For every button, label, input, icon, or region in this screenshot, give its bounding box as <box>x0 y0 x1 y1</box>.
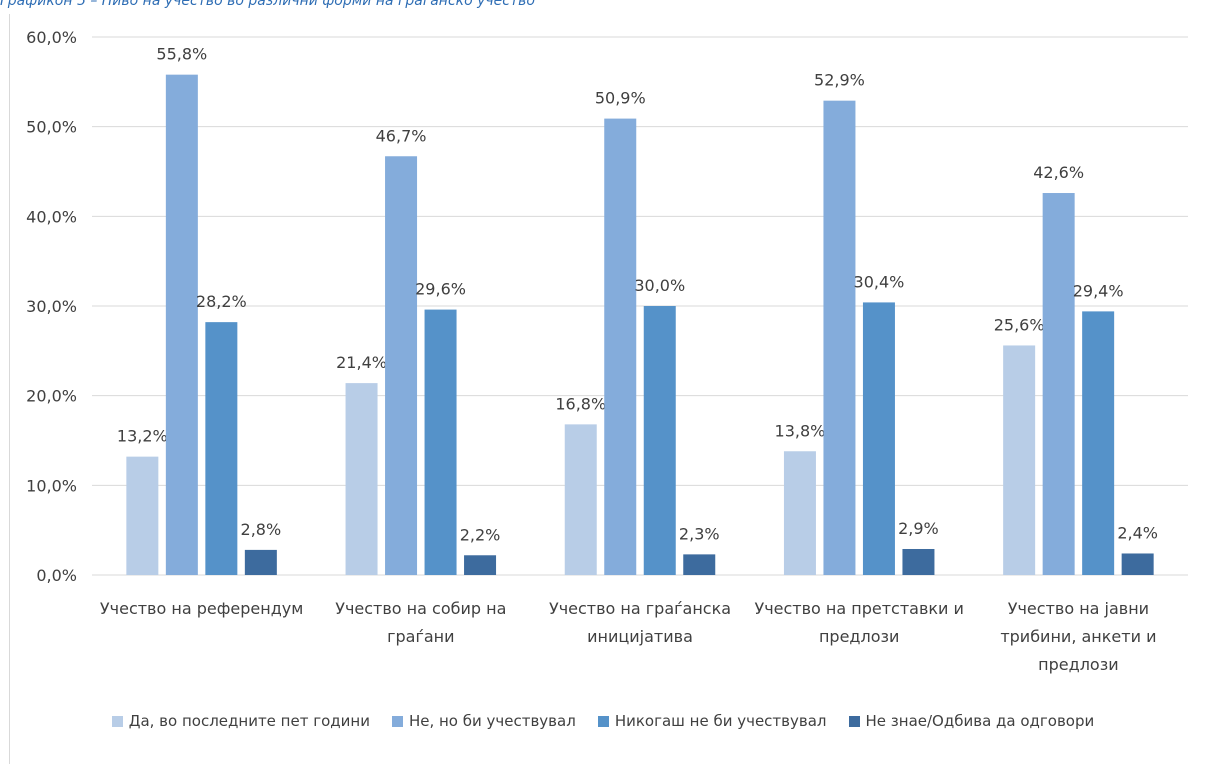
bar <box>1003 345 1036 575</box>
bar <box>1121 553 1154 575</box>
data-label: 2,8% <box>241 520 282 539</box>
x-category-label: Учество на претставки и <box>754 599 964 618</box>
data-label: 2,4% <box>1117 523 1158 542</box>
bar <box>345 383 378 575</box>
y-tick-label: 50,0% <box>26 118 77 137</box>
data-label: 50,9% <box>595 89 646 108</box>
legend-label: Не знае/Одбива да одговори <box>865 712 1095 730</box>
bar <box>126 456 159 575</box>
bar <box>205 322 238 575</box>
bar <box>385 156 418 576</box>
legend-item-yes-last-five-years: Да, во последните пет години <box>111 712 370 730</box>
x-category-label: предлози <box>1038 655 1118 674</box>
y-tick-label: 30,0% <box>26 297 77 316</box>
x-category-label: Учество на собир на <box>335 599 506 618</box>
bar <box>464 555 497 575</box>
data-label: 29,6% <box>415 280 466 299</box>
data-label: 52,9% <box>814 71 865 90</box>
y-tick-label: 60,0% <box>26 28 77 47</box>
legend-swatch <box>848 715 860 727</box>
legend-label: Да, во последните пет години <box>128 712 370 730</box>
x-category-label: Учество на јавни <box>1008 599 1149 618</box>
data-label: 55,8% <box>156 45 207 64</box>
bar <box>823 100 856 575</box>
data-label: 2,9% <box>898 519 939 538</box>
x-category-label: иницијатива <box>587 627 693 646</box>
data-label: 28,2% <box>196 292 247 311</box>
x-category-label: трибини, анкети и <box>1000 627 1156 646</box>
data-label: 30,0% <box>634 276 685 295</box>
bar <box>1082 311 1115 575</box>
data-label: 13,8% <box>775 421 826 440</box>
legend-swatch <box>391 715 403 727</box>
legend-item-no-but-would: Не, но би учествувал <box>391 712 576 730</box>
bar <box>604 118 637 575</box>
y-tick-label: 20,0% <box>26 387 77 406</box>
x-category-label: Учество на референдум <box>100 599 303 618</box>
legend-swatch <box>111 715 123 727</box>
data-label: 2,3% <box>679 524 720 543</box>
bar <box>783 451 816 575</box>
chart-caption: Графикон 5 – Ниво на учество во различни… <box>0 0 535 9</box>
y-tick-label: 40,0% <box>26 207 77 226</box>
bar-chart: 0,0% 10,0% 20,0% 30,0% 40,0% 50,0% 60,0% 13,2% 5… <box>26 28 1188 674</box>
y-tick-label: 0,0% <box>36 566 77 585</box>
data-label: 30,4% <box>854 272 905 291</box>
data-label: 42,6% <box>1033 163 1084 182</box>
y-tick-label: 10,0% <box>26 476 77 495</box>
chart-frame <box>9 14 1200 764</box>
data-label: 21,4% <box>336 353 387 372</box>
data-label: 2,2% <box>460 525 501 544</box>
bar <box>683 554 716 575</box>
bar <box>643 306 676 575</box>
x-category-label: Учество на граѓанска <box>549 599 731 618</box>
data-label: 46,7% <box>376 126 427 145</box>
legend-label: Никогаш не би учествувал <box>614 712 827 730</box>
legend-item-never: Никогаш не би учествувал <box>597 712 827 730</box>
bar <box>424 309 457 575</box>
bar <box>902 548 935 575</box>
data-label: 29,4% <box>1073 281 1124 300</box>
x-category-label: граѓани <box>387 627 454 646</box>
bar <box>165 74 198 575</box>
bar <box>564 424 597 575</box>
x-category-label: предлози <box>819 627 899 646</box>
bar <box>1042 193 1075 575</box>
chart-legend: Да, во последните пет години Не, но би у… <box>0 712 1206 730</box>
bar <box>862 302 895 575</box>
legend-swatch <box>597 715 609 727</box>
data-label: 25,6% <box>994 315 1045 334</box>
bar <box>244 549 277 575</box>
legend-item-dont-know: Не знае/Одбива да одговори <box>848 712 1095 730</box>
data-label: 13,2% <box>117 427 168 446</box>
legend-label: Не, но би учествувал <box>408 712 576 730</box>
data-label: 16,8% <box>555 394 606 413</box>
